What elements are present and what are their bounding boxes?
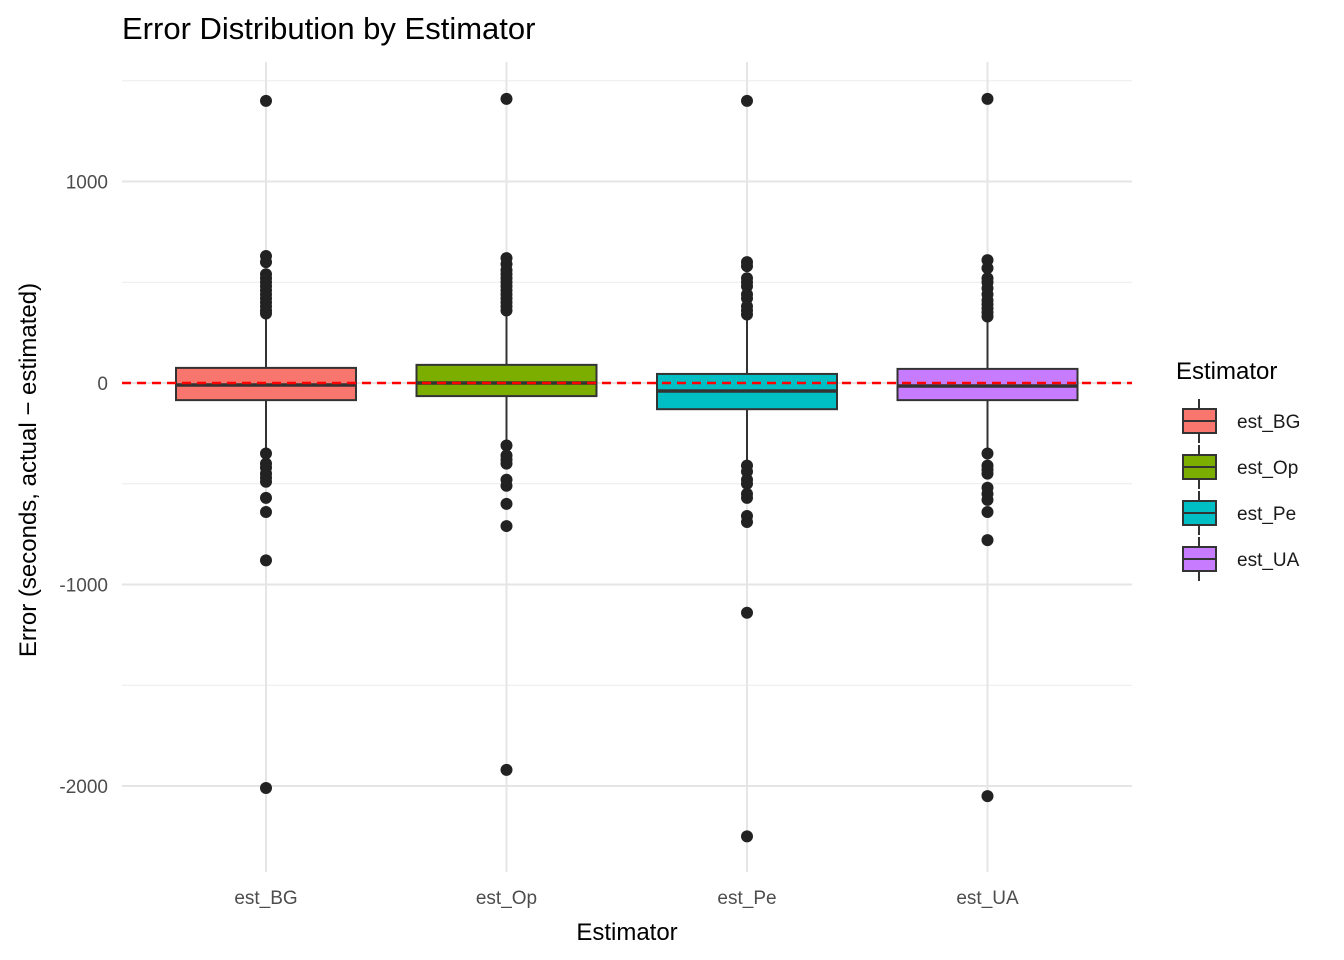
x-tick-label: est_UA — [956, 888, 1019, 909]
outlier-point — [741, 477, 753, 490]
outlier-point — [500, 520, 513, 533]
outlier-point — [260, 491, 272, 504]
outlier-point — [260, 447, 272, 460]
outlier-point — [741, 516, 753, 529]
outlier-point — [500, 304, 513, 317]
box-est_Op — [415, 92, 598, 776]
box-est_UA — [896, 92, 1079, 803]
legend-key-est_Pe — [1182, 491, 1217, 535]
outlier-point — [260, 256, 272, 269]
outlier-point — [981, 467, 994, 480]
legend-label: est_Op — [1237, 458, 1298, 479]
x-tick-label: est_BG — [234, 888, 297, 909]
outlier-point — [981, 310, 994, 323]
outlier-point — [741, 260, 753, 273]
outlier-point — [981, 493, 994, 506]
outlier-point — [981, 262, 994, 275]
outlier-point — [500, 92, 513, 105]
legend-label: est_Pe — [1237, 504, 1296, 525]
outlier-point — [741, 94, 753, 107]
x-axis-ticks: est_BG est_Op est_Pe est_UA — [234, 888, 1019, 909]
outlier-point — [500, 439, 513, 452]
outlier-point — [981, 534, 994, 547]
outlier-point — [741, 308, 753, 321]
outlier-point — [981, 92, 994, 105]
legend-label: est_UA — [1237, 550, 1300, 571]
y-tick-label: 0 — [97, 374, 108, 395]
y-tick-label: -2000 — [59, 777, 108, 798]
outlier-point — [741, 830, 753, 843]
outlier-point — [741, 491, 753, 504]
outlier-point — [981, 505, 994, 518]
y-tick-label: -1000 — [59, 576, 108, 597]
outlier-point — [260, 505, 272, 518]
x-tick-label: est_Pe — [717, 888, 776, 909]
y-tick-label: 1000 — [66, 173, 108, 194]
box-est_Pe — [656, 94, 838, 843]
outlier-point — [260, 554, 272, 567]
legend: Estimator est_BG est_Op est_Pe est_UA — [1176, 358, 1300, 581]
box-body — [415, 363, 598, 398]
outlier-point — [500, 457, 513, 470]
legend-title: Estimator — [1176, 358, 1277, 385]
legend-key-est_BG — [1182, 399, 1217, 443]
x-tick-label: est_Op — [476, 888, 537, 909]
legend-label: est_BG — [1237, 412, 1300, 433]
outlier-point — [981, 790, 994, 803]
x-axis-title: Estimator — [576, 919, 677, 946]
chart-title: Error Distribution by Estimator — [122, 11, 535, 46]
outlier-point — [500, 763, 513, 776]
outlier-point — [260, 307, 272, 320]
outlier-point — [741, 606, 753, 619]
outlier-point — [260, 782, 272, 795]
outlier-point — [260, 475, 272, 488]
outlier-point — [981, 447, 994, 460]
outlier-point — [500, 497, 513, 510]
outlier-point — [500, 479, 513, 492]
legend-key-est_UA — [1182, 537, 1217, 581]
y-axis-title: Error (seconds, actual − estimated) — [15, 283, 42, 657]
legend-key-est_Op — [1182, 445, 1217, 489]
boxes — [175, 92, 1079, 843]
y-axis-ticks: 1000 0 -1000 -2000 — [59, 173, 108, 799]
outlier-point — [260, 94, 272, 107]
